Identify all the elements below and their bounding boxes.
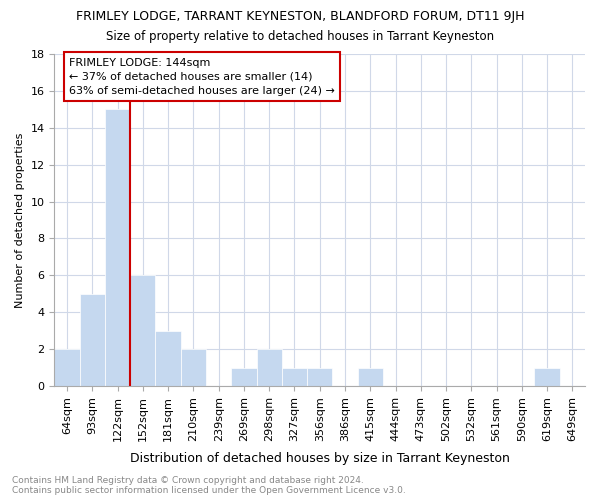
Bar xyxy=(130,276,155,386)
Bar xyxy=(80,294,105,386)
Bar xyxy=(55,349,80,386)
Bar xyxy=(307,368,332,386)
Bar xyxy=(155,330,181,386)
Bar xyxy=(535,368,560,386)
Bar xyxy=(257,349,282,386)
Text: Contains HM Land Registry data © Crown copyright and database right 2024.
Contai: Contains HM Land Registry data © Crown c… xyxy=(12,476,406,495)
Bar xyxy=(105,110,130,386)
Text: FRIMLEY LODGE: 144sqm
← 37% of detached houses are smaller (14)
63% of semi-deta: FRIMLEY LODGE: 144sqm ← 37% of detached … xyxy=(69,58,335,96)
X-axis label: Distribution of detached houses by size in Tarrant Keyneston: Distribution of detached houses by size … xyxy=(130,452,509,465)
Text: FRIMLEY LODGE, TARRANT KEYNESTON, BLANDFORD FORUM, DT11 9JH: FRIMLEY LODGE, TARRANT KEYNESTON, BLANDF… xyxy=(76,10,524,23)
Bar xyxy=(358,368,383,386)
Bar xyxy=(231,368,257,386)
Bar xyxy=(282,368,307,386)
Y-axis label: Number of detached properties: Number of detached properties xyxy=(15,132,25,308)
Text: Size of property relative to detached houses in Tarrant Keyneston: Size of property relative to detached ho… xyxy=(106,30,494,43)
Bar xyxy=(181,349,206,386)
